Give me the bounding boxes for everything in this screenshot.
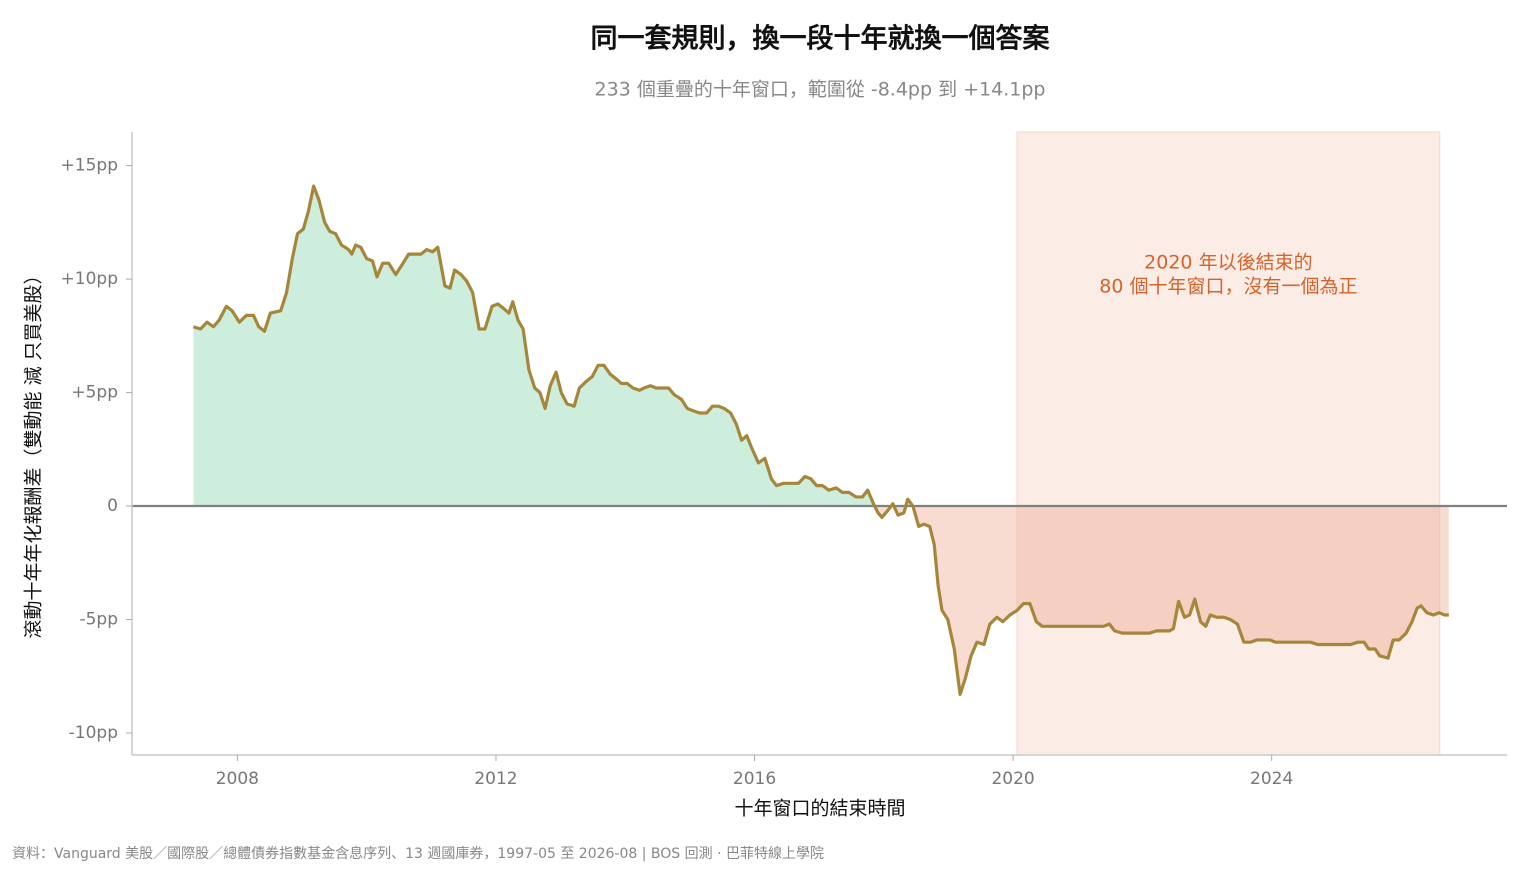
x-axis-label: 十年窗口的結束時間 xyxy=(734,798,905,820)
annotation: 2020 年以後結束的 xyxy=(1144,252,1312,274)
y-axis-label: 滾動十年年化報酬差（雙動能 減 只買美股） xyxy=(23,265,45,638)
line xyxy=(192,184,1449,696)
highlight-band xyxy=(1016,131,1441,756)
y-tick-label: +15pp xyxy=(61,156,118,176)
y-tick-label: -5pp xyxy=(79,610,118,630)
x-tick-label: 2016 xyxy=(733,769,776,789)
y-tick-label: 0 xyxy=(107,496,118,516)
y-tick-label: +10pp xyxy=(61,269,118,289)
area-negative xyxy=(193,506,1449,695)
x-tick-label: 2024 xyxy=(1250,769,1293,789)
x-tick-label: 2008 xyxy=(216,769,259,789)
annotation: 80 個十年窗口，沒有一個為正 xyxy=(1099,276,1357,298)
chart-title: 同一套規則，換一段十年就換一個答案 xyxy=(591,23,1051,55)
x-tick-label: 2012 xyxy=(474,769,517,789)
chart-subtitle: 233 個重疊的十年窗口，範圍從 -8.4pp 到 +14.1pp xyxy=(595,79,1046,101)
y-tick-label: -10pp xyxy=(69,723,118,743)
y-tick-label: +5pp xyxy=(71,383,118,403)
source-note: 資料：Vanguard 美股／國際股／總體債券指數基金含息序列、13 週國庫券，… xyxy=(12,845,824,862)
x-tick-label: 2020 xyxy=(991,769,1034,789)
